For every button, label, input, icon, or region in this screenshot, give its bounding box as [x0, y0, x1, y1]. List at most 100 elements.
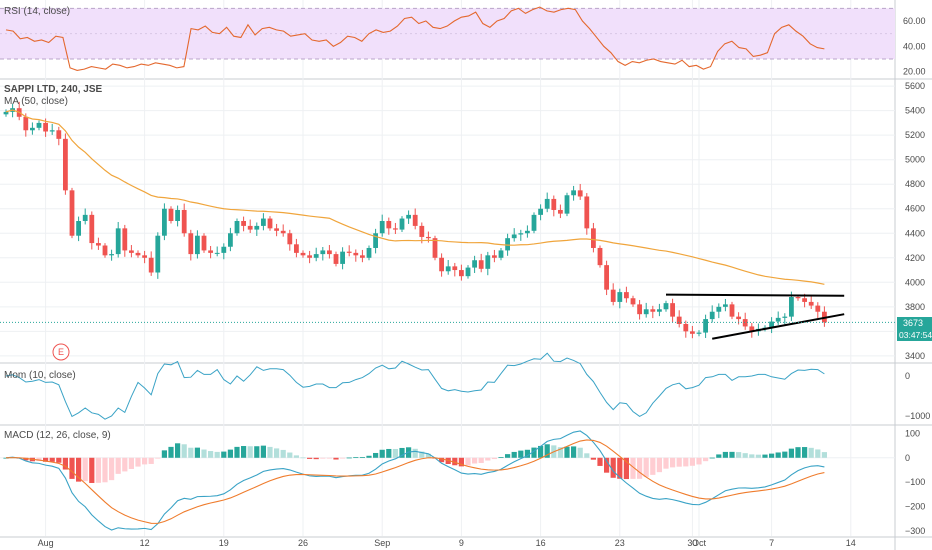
macd-histogram-bar	[49, 457, 55, 462]
candle-body	[214, 252, 220, 254]
macd-histogram-bar	[643, 457, 649, 477]
macd-histogram-bar	[267, 446, 273, 458]
rsi-line	[5, 6, 825, 71]
candle-body	[617, 292, 623, 302]
candle-body	[452, 266, 458, 271]
macd-tick-label: 0	[905, 453, 910, 463]
macd-histogram-bar	[524, 449, 530, 458]
macd-histogram-bar	[505, 454, 511, 458]
candle-body	[89, 214, 95, 244]
event-marker-label: E	[58, 347, 64, 357]
macd-histogram-bar	[465, 457, 471, 466]
candle-body	[591, 228, 596, 248]
macd-histogram-bar	[577, 447, 583, 458]
candle-body	[63, 138, 68, 191]
candle-body	[485, 255, 491, 269]
x-tick-label: 14	[846, 538, 856, 548]
candle-body	[307, 255, 312, 258]
macd-histogram-bar	[386, 448, 392, 458]
candle-body	[716, 306, 722, 312]
candle-body	[551, 198, 557, 210]
candle-body	[3, 111, 9, 115]
candle-body	[96, 243, 101, 246]
macd-histogram-bar	[194, 447, 200, 458]
macd-histogram-bar	[775, 452, 781, 458]
macd-histogram-bar	[439, 457, 445, 463]
candle-body	[399, 218, 405, 230]
candle-body	[280, 230, 286, 234]
rsi-tick-label: 20.00	[903, 67, 926, 77]
event-marker[interactable]	[52, 343, 70, 361]
macd-pane[interactable]	[3, 430, 827, 531]
macd-histogram-bar	[168, 446, 174, 458]
macd-histogram-bar	[373, 452, 379, 458]
candle-body	[808, 301, 814, 306]
macd-histogram-bar	[208, 451, 214, 458]
price-pane[interactable]	[0, 101, 895, 340]
macd-histogram-bar	[300, 457, 306, 459]
macd-histogram-bar	[287, 452, 293, 458]
macd-histogram-bar	[214, 451, 220, 458]
candle-body	[604, 265, 609, 290]
candle-body	[577, 190, 583, 197]
macd-histogram-bar	[247, 446, 253, 458]
macd-histogram-bar	[36, 457, 42, 462]
candle-body	[274, 228, 279, 231]
macd-histogram-bar	[109, 457, 115, 481]
macd-histogram-bar	[161, 450, 167, 458]
price-tick-label: 5200	[905, 130, 925, 140]
candle-body	[782, 316, 788, 318]
candle-body	[426, 236, 431, 239]
x-tick-label: 12	[140, 538, 150, 548]
mom-title: Mom (10, close)	[4, 370, 76, 381]
candle-body	[511, 234, 517, 239]
macd-histogram-bar	[491, 457, 497, 460]
rsi-pane[interactable]	[0, 6, 895, 71]
candle-body	[795, 297, 801, 299]
candle-body	[181, 209, 187, 234]
candle-body	[393, 228, 398, 230]
momentum-pane[interactable]	[5, 352, 825, 420]
macd-histogram-bar	[340, 457, 346, 459]
candle-body	[630, 298, 636, 305]
macd-histogram-bar	[808, 447, 814, 458]
macd-histogram-bar	[564, 446, 570, 458]
candle-body	[558, 209, 563, 214]
macd-histogram-bar	[815, 449, 821, 458]
candle-body	[353, 252, 359, 256]
macd-histogram-bar	[802, 447, 808, 458]
candle-body	[650, 309, 656, 312]
candle-body	[129, 250, 134, 253]
macd-histogram-bar	[518, 450, 524, 458]
candle-body	[624, 292, 629, 299]
macd-histogram-bar	[538, 445, 544, 458]
candle-body	[472, 260, 477, 268]
macd-histogram-bar	[557, 447, 563, 458]
macd-histogram-bar	[729, 451, 735, 458]
macd-histogram-bar	[76, 457, 82, 482]
candle-body	[723, 304, 728, 307]
candle-body	[544, 198, 550, 209]
candle-body	[247, 225, 253, 230]
candle-body	[465, 267, 471, 277]
candle-body	[162, 208, 167, 236]
macd-histogram-bar	[82, 457, 88, 482]
macd-histogram-bar	[755, 454, 761, 458]
candle-body	[327, 250, 332, 255]
candle-body	[749, 326, 755, 332]
candle-body	[228, 233, 233, 247]
candle-body	[30, 127, 35, 131]
candle-body	[313, 254, 319, 258]
macd-histogram-bar	[670, 457, 676, 468]
macd-histogram-bar	[142, 457, 148, 465]
candle-body	[742, 319, 748, 327]
candle-body	[300, 252, 306, 256]
candle-body	[736, 316, 741, 320]
price-tick-label: 5400	[905, 106, 925, 116]
ma-line	[5, 109, 825, 285]
macd-tick-label: −100	[905, 477, 925, 487]
macd-histogram-bar	[623, 457, 629, 480]
candle-body	[221, 246, 227, 253]
macd-histogram-bar	[544, 444, 550, 458]
